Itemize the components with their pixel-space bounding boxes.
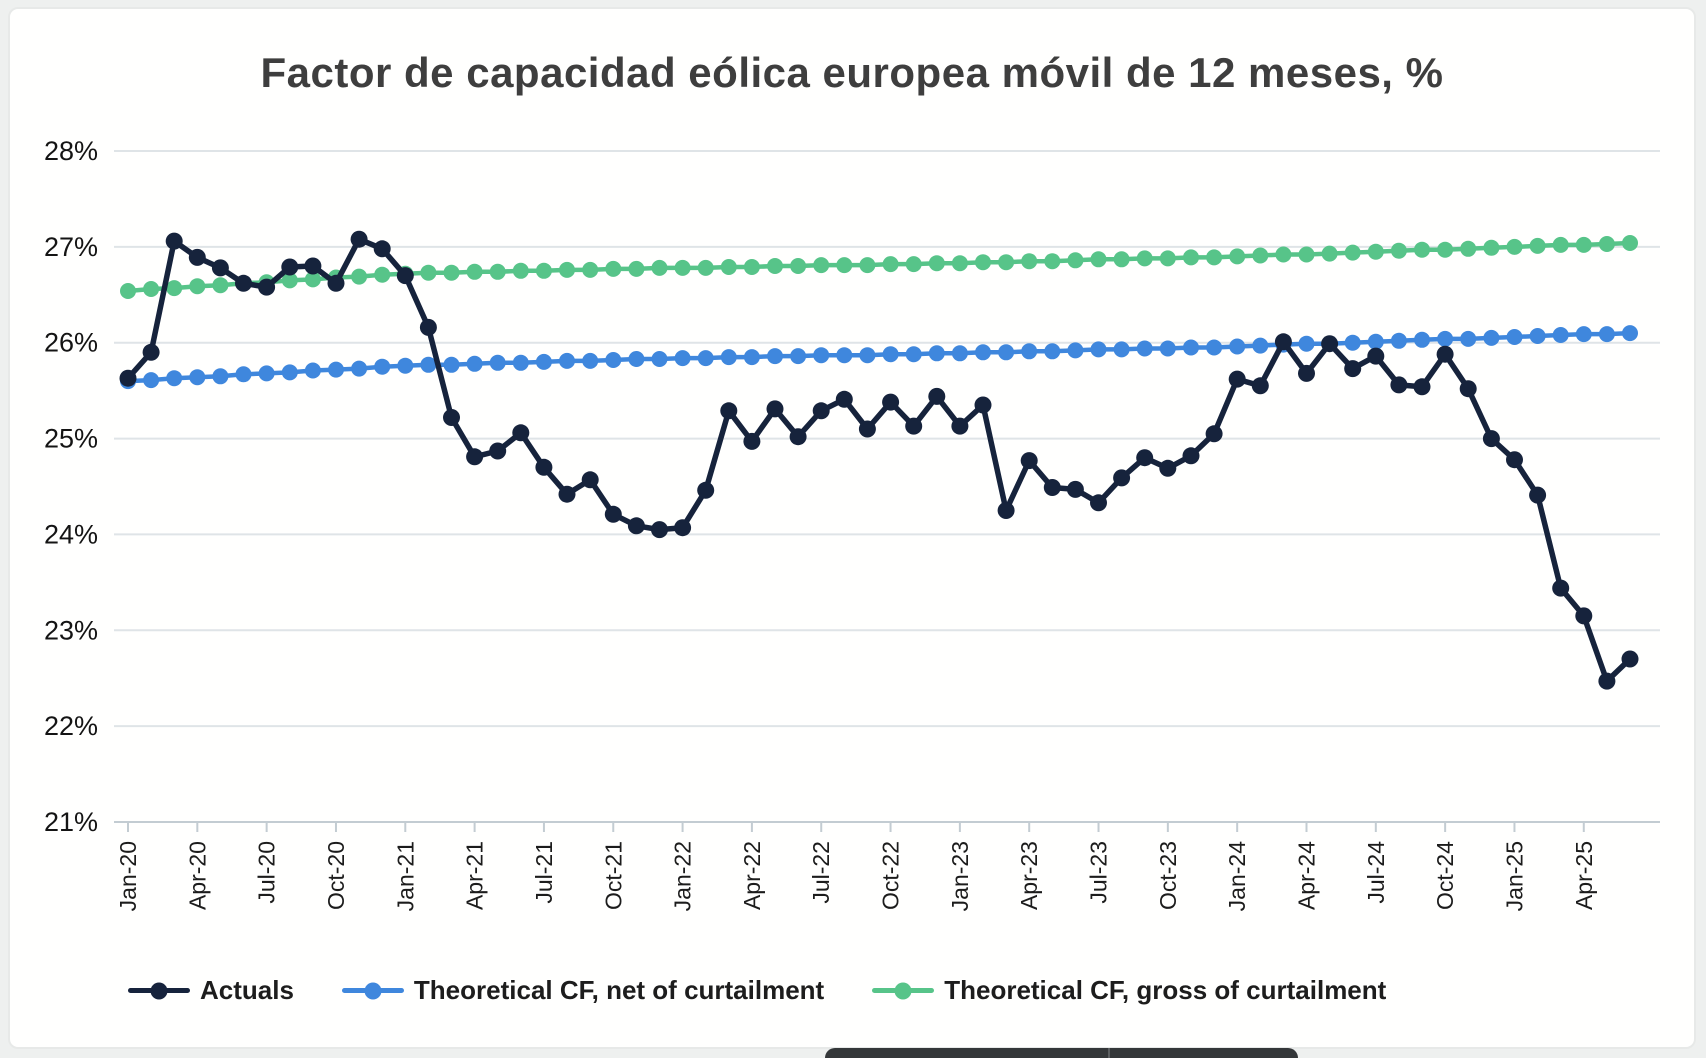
svg-text:24%: 24% — [44, 519, 98, 549]
svg-text:Oct-21: Oct-21 — [600, 841, 626, 910]
svg-text:21%: 21% — [44, 807, 98, 837]
svg-text:Jul-21: Jul-21 — [531, 841, 557, 904]
legend-item-gross: Theoretical CF, gross of curtailment — [872, 975, 1386, 1006]
svg-text:Apr-25: Apr-25 — [1571, 841, 1597, 910]
chart-legend: Actuals Theoretical CF, net of curtailme… — [128, 975, 1434, 1006]
actuals-line-swatch — [128, 982, 190, 999]
svg-text:Jul-22: Jul-22 — [808, 841, 834, 904]
svg-text:Jan-21: Jan-21 — [392, 841, 418, 911]
legend-label-actuals: Actuals — [200, 975, 294, 1005]
wind-capacity-factor-chart: 28% 27% 26% 25% 24% 23% 22% 21% Jan-20 Apr-20 Jul-… — [44, 136, 1660, 912]
svg-text:Jan-24: Jan-24 — [1224, 841, 1250, 912]
svg-text:Oct-23: Oct-23 — [1155, 841, 1181, 910]
svg-text:Jan-25: Jan-25 — [1501, 841, 1527, 911]
svg-text:Jul-23: Jul-23 — [1086, 841, 1112, 904]
gross-line-swatch — [872, 982, 935, 999]
svg-text:Jul-24: Jul-24 — [1363, 841, 1389, 904]
floating-toolbar[interactable] — [825, 1048, 1298, 1058]
legend-label-gross: Theoretical CF, gross of curtailment — [944, 975, 1387, 1005]
svg-text:26%: 26% — [44, 328, 98, 358]
legend-label-net: Theoretical CF, net of curtailment — [413, 975, 825, 1005]
svg-text:Apr-24: Apr-24 — [1293, 841, 1319, 910]
toolbar-divider — [1108, 1048, 1110, 1058]
chart-card: Factor de capacidad eólica europea móvil… — [8, 7, 1696, 1049]
net-line-swatch — [341, 982, 404, 999]
svg-text:Apr-23: Apr-23 — [1016, 841, 1042, 910]
svg-text:Jan-22: Jan-22 — [670, 841, 696, 911]
chart-title: Factor de capacidad eólica europea móvil… — [260, 49, 1444, 96]
svg-text:Apr-21: Apr-21 — [462, 841, 488, 910]
svg-text:Jan-23: Jan-23 — [947, 841, 973, 911]
svg-text:27%: 27% — [44, 232, 98, 262]
legend-item-net: Theoretical CF, net of curtailment — [341, 975, 825, 1006]
svg-text:Jul-20: Jul-20 — [254, 841, 280, 904]
svg-text:Jan-20: Jan-20 — [115, 841, 141, 911]
svg-text:Oct-20: Oct-20 — [323, 841, 349, 910]
legend-item-actuals: Actuals — [128, 975, 294, 1006]
svg-text:Oct-22: Oct-22 — [878, 841, 904, 910]
svg-text:Apr-20: Apr-20 — [184, 841, 210, 910]
svg-text:23%: 23% — [44, 615, 98, 645]
svg-text:28%: 28% — [44, 136, 98, 166]
svg-text:22%: 22% — [44, 711, 98, 741]
svg-text:Oct-24: Oct-24 — [1432, 841, 1458, 910]
svg-text:Apr-22: Apr-22 — [739, 841, 765, 910]
svg-text:25%: 25% — [44, 424, 98, 454]
